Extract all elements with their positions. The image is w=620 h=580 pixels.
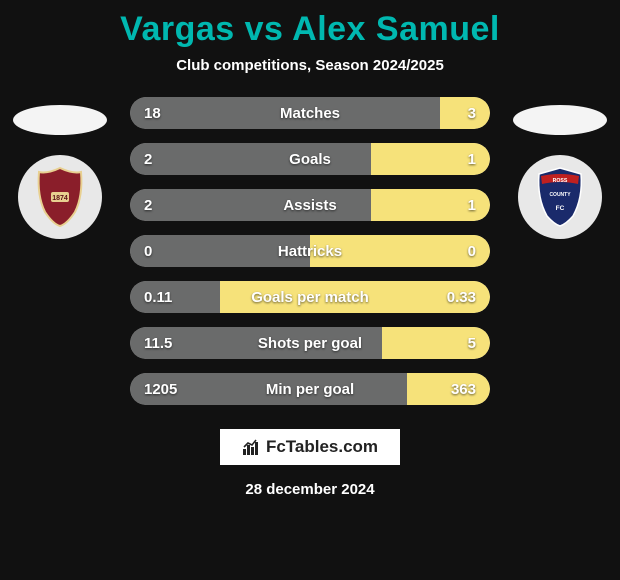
stat-value-left: 2	[130, 197, 190, 214]
stat-value-right: 1	[430, 197, 490, 214]
svg-text:ROSS: ROSS	[553, 178, 568, 184]
stat-row: 0.11Goals per match0.33	[130, 281, 490, 313]
stat-value-left: 1205	[130, 381, 190, 398]
svg-text:1874: 1874	[52, 195, 68, 202]
stat-value-left: 11.5	[130, 335, 190, 352]
svg-text:COUNTY: COUNTY	[549, 192, 571, 198]
stat-value-right: 5	[430, 335, 490, 352]
chart-icon	[242, 438, 260, 456]
footer: FcTables.com 28 december 2024	[0, 429, 620, 498]
svg-text:FC: FC	[556, 205, 565, 212]
subtitle: Club competitions, Season 2024/2025	[0, 57, 620, 74]
club-left: 1874	[10, 105, 110, 239]
stat-row: 2Goals1	[130, 143, 490, 175]
stat-label: Goals	[190, 151, 430, 168]
player2-name: Alex Samuel	[292, 10, 500, 48]
stat-label: Goals per match	[190, 289, 430, 306]
watermark: FcTables.com	[220, 429, 400, 465]
stat-value-left: 0	[130, 243, 190, 260]
player1-name: Vargas	[120, 10, 235, 48]
stat-label: Assists	[190, 197, 430, 214]
ellipse-left	[13, 105, 107, 135]
stat-row: 0Hattricks0	[130, 235, 490, 267]
stat-row: 11.5Shots per goal5	[130, 327, 490, 359]
stat-label: Shots per goal	[190, 335, 430, 352]
page-title: Vargas vs Alex Samuel	[0, 10, 620, 49]
stat-value-right: 3	[430, 105, 490, 122]
ellipse-right	[513, 105, 607, 135]
stat-row: 1205Min per goal363	[130, 373, 490, 405]
stat-value-right: 0	[430, 243, 490, 260]
stat-row: 18Matches3	[130, 97, 490, 129]
vs-text: vs	[245, 10, 284, 48]
comparison-panel: 1874 ROSS COUNTY FC 18Matches32Goals12As…	[0, 97, 620, 405]
stat-value-left: 0.11	[130, 289, 190, 306]
stat-value-right: 363	[430, 381, 490, 398]
stat-value-left: 18	[130, 105, 190, 122]
watermark-text: FcTables.com	[266, 437, 378, 457]
date: 28 december 2024	[245, 481, 374, 498]
badge-left: 1874	[18, 155, 102, 239]
stats-list: 18Matches32Goals12Assists10Hattricks00.1…	[130, 97, 490, 405]
stat-label: Matches	[190, 105, 430, 122]
stat-value-left: 2	[130, 151, 190, 168]
stat-row: 2Assists1	[130, 189, 490, 221]
shield-icon: 1874	[33, 166, 87, 228]
shield-icon: ROSS COUNTY FC	[533, 166, 587, 228]
stat-label: Hattricks	[190, 243, 430, 260]
stat-value-right: 0.33	[430, 289, 490, 306]
club-right: ROSS COUNTY FC	[510, 105, 610, 239]
badge-right: ROSS COUNTY FC	[518, 155, 602, 239]
stat-value-right: 1	[430, 151, 490, 168]
stat-label: Min per goal	[190, 381, 430, 398]
